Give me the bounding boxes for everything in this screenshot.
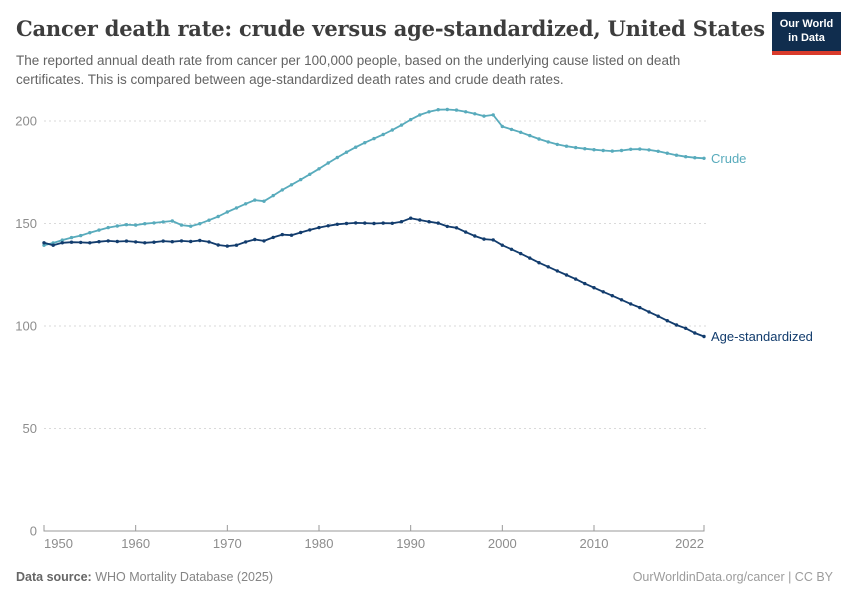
data-source-label: Data source: [16,570,92,584]
x-axis-label-1980: 1980 [305,536,334,551]
page-title: Cancer death rate: crude versus age-stan… [16,16,765,41]
y-axis-label-200: 200 [15,114,37,129]
x-axis-label-1960: 1960 [121,536,150,551]
data-source-note: Data source: WHO Mortality Database (202… [16,570,273,584]
age-standardized-line[interactable] [43,217,705,338]
x-axis-label-1950: 1950 [44,536,73,551]
y-axis-label-50: 50 [23,421,37,436]
y-axis-label-0: 0 [30,524,37,539]
crude-points [42,107,706,247]
chart-subtitle: The reported annual death rate from canc… [16,51,771,89]
attribution-link[interactable]: OurWorldinData.org/cancer | CC BY [632,570,833,584]
x-axis-label-2010: 2010 [580,536,609,551]
x-axis-label-1990: 1990 [396,536,425,551]
y-axis-label-150: 150 [15,216,37,231]
y-axis-label-100: 100 [15,319,37,334]
age-standardized-series-label[interactable]: Age-standardized [711,329,813,344]
x-axis-label-1970: 1970 [213,536,242,551]
chart-subtitle-line-1: The reported annual death rate from canc… [16,53,681,68]
owid-logo-text-line-1: Our World [779,18,834,30]
owid-logo-text-line-2: in Data [788,31,825,44]
crude-series-label[interactable]: Crude [711,151,746,166]
chart-subtitle-line-2: certificates. This is compared between a… [16,72,564,88]
x-axis-label-2022: 2022 [675,536,704,551]
x-axis-label-2000: 2000 [488,536,517,551]
age-standardized-points [42,216,706,339]
data-source-value: WHO Mortality Database (2025) [91,570,274,584]
owid-logo[interactable]: Our World in Data [772,12,841,55]
